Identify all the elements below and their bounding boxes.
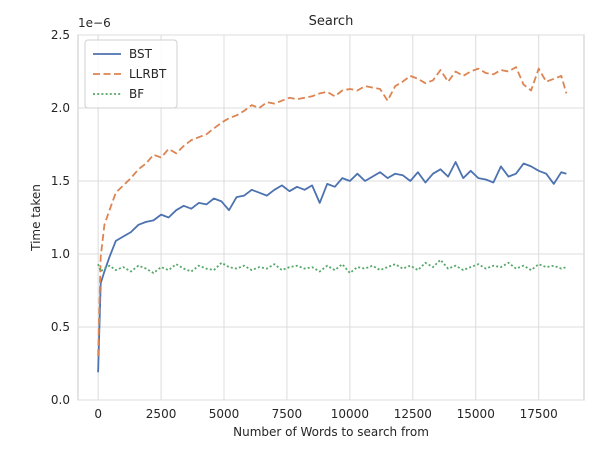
y-tick-label: 1.0 xyxy=(51,247,70,261)
y-tick-label: 0.5 xyxy=(51,320,70,334)
x-tick-label: 0 xyxy=(94,407,102,421)
legend-label-bst: BST xyxy=(129,47,153,61)
series-line-bf xyxy=(97,258,567,274)
x-axis: 0 2500 5000 7500 10000 12500 15000 17500 xyxy=(94,407,557,421)
series-line-bst xyxy=(97,161,567,373)
y-axis-offset-label: 1e−6 xyxy=(78,16,111,30)
x-tick-label: 15000 xyxy=(457,407,495,421)
legend-label-bf: BF xyxy=(129,87,144,101)
y-tick-label: 2.5 xyxy=(51,28,70,42)
x-tick-label: 12500 xyxy=(394,407,432,421)
x-tick-label: 5000 xyxy=(209,407,240,421)
legend-box xyxy=(84,39,178,109)
series-line-llrbt xyxy=(97,66,568,357)
series-group xyxy=(97,66,568,373)
x-axis-label: Number of Words to search from xyxy=(233,425,429,439)
legend-label-llrbt: LLRBT xyxy=(129,67,167,81)
y-tick-label: 2.0 xyxy=(51,101,70,115)
y-axis-label: Time taken xyxy=(29,184,43,252)
chart-title: Search xyxy=(309,14,354,29)
y-axis: 0.0 0.5 1.0 1.5 2.0 2.5 xyxy=(51,28,70,407)
x-tick-label: 10000 xyxy=(331,407,369,421)
grid xyxy=(78,34,584,401)
x-tick-label: 2500 xyxy=(146,407,177,421)
x-tick-label: 7500 xyxy=(272,407,303,421)
x-tick-label: 17500 xyxy=(520,407,558,421)
legend: BST LLRBT BF xyxy=(84,39,178,109)
legend-items: BST LLRBT BF xyxy=(93,47,167,101)
y-tick-label: 1.5 xyxy=(51,174,70,188)
y-tick-label: 0.0 xyxy=(51,393,70,407)
